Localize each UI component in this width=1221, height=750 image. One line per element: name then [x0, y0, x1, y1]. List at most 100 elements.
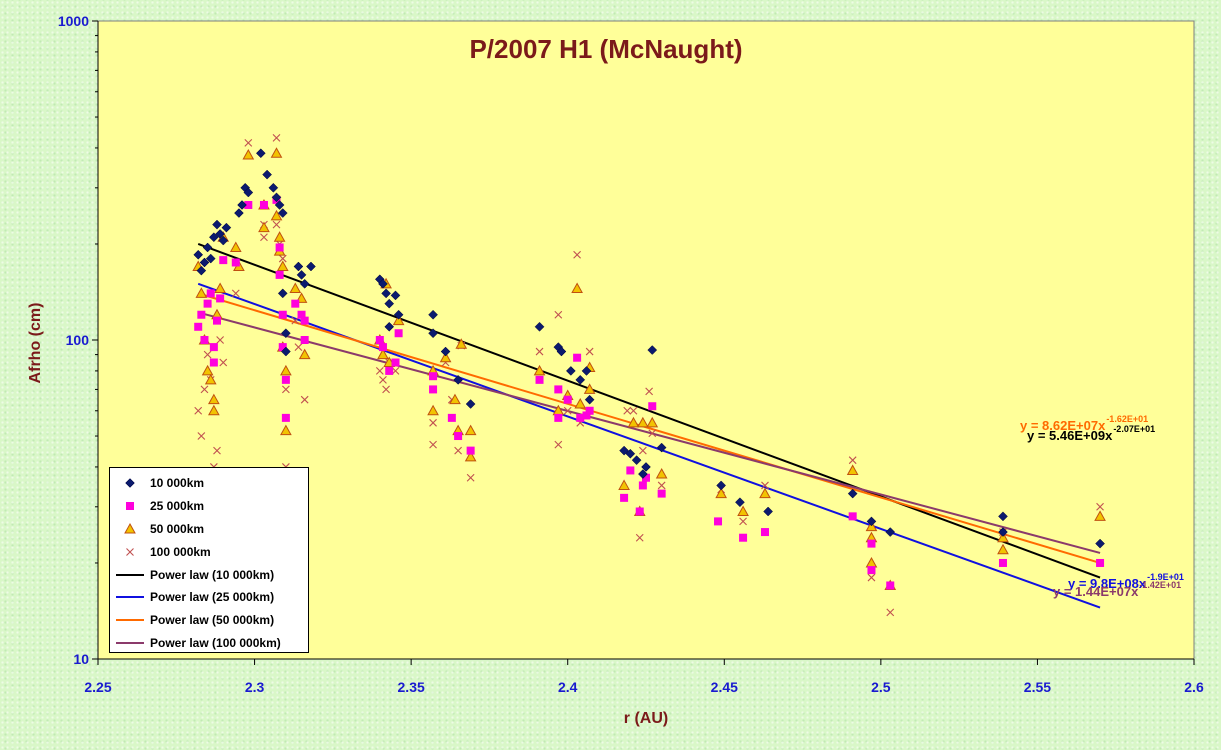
point-square: [563, 395, 572, 404]
point-triangle: [449, 393, 461, 405]
x-axis-label: r (AU): [624, 710, 668, 727]
point-diamond: [243, 187, 254, 198]
point-diamond: [277, 208, 288, 218]
point-square: [585, 406, 594, 415]
point-triangle: [583, 383, 596, 394]
point-diamond: [196, 265, 207, 276]
point-square: [576, 413, 585, 422]
point-triangle: [377, 348, 389, 360]
legend-item: Power law (50 000km): [116, 609, 308, 632]
point-diamond: [125, 478, 135, 489]
point-diamond: [440, 346, 451, 357]
point-x: [454, 446, 463, 455]
point-square: [231, 258, 240, 267]
point-x: [300, 395, 309, 404]
point-square: [375, 336, 384, 344]
point-square: [219, 256, 228, 265]
point-diamond: [218, 235, 229, 246]
point-x: [573, 250, 581, 259]
point-square: [385, 366, 394, 375]
point-diamond: [237, 200, 247, 210]
point-x: [629, 406, 638, 415]
legend-symbol: [116, 545, 144, 559]
point-square: [244, 200, 253, 209]
point-diamond: [202, 242, 213, 253]
point-x: [554, 440, 563, 449]
legend-symbol: [116, 636, 144, 650]
point-diamond: [384, 321, 395, 332]
point-diamond: [215, 229, 225, 239]
point-x: [638, 446, 647, 455]
point-triangle: [646, 416, 659, 428]
point-square: [848, 512, 857, 521]
y-tick-label: 1000: [58, 13, 89, 29]
legend-symbol: [116, 568, 144, 582]
point-diamond: [281, 328, 291, 339]
point-diamond: [428, 309, 438, 320]
point-diamond: [271, 192, 282, 203]
point-square: [197, 310, 206, 319]
point-square: [275, 243, 284, 252]
point-diamond: [465, 399, 476, 409]
point-triangle: [195, 287, 208, 298]
point-square: [447, 413, 456, 422]
point-square: [626, 466, 635, 475]
legend-label: Power law (100 000km): [150, 635, 281, 650]
point-diamond: [763, 506, 773, 517]
point-triangle: [533, 364, 546, 376]
point-diamond: [647, 345, 658, 355]
point-diamond: [735, 497, 745, 508]
point-diamond: [453, 375, 463, 385]
point-square: [554, 413, 563, 422]
point-triangle: [846, 464, 859, 475]
point-diamond: [255, 148, 266, 159]
x-tick-label: 2.6: [1184, 679, 1204, 695]
point-diamond: [281, 346, 291, 357]
point-square: [212, 316, 221, 325]
point-square: [582, 411, 591, 420]
point-diamond: [656, 442, 667, 453]
point-square: [638, 481, 647, 490]
point-square: [648, 402, 657, 411]
point-diamond: [393, 309, 404, 320]
point-x: [848, 456, 857, 465]
y-tick-label: 100: [66, 332, 90, 348]
point-triangle: [276, 260, 289, 271]
legend-label: 25 000km: [150, 499, 205, 514]
point-square: [886, 581, 895, 590]
trendline-group: [197, 243, 1101, 609]
point-triangle: [258, 221, 270, 233]
point-diamond: [998, 527, 1008, 537]
point-triangle: [997, 531, 1009, 543]
point-square: [554, 385, 563, 394]
point-diamond: [556, 346, 567, 357]
legend-label: 50 000km: [150, 521, 205, 536]
point-square: [209, 358, 218, 367]
point-diamond: [716, 480, 727, 491]
point-triangle: [124, 522, 136, 534]
trend-exponent-label: -2.07E+01: [1113, 424, 1155, 434]
point-triangle: [574, 397, 587, 409]
equation-labels-group: y = 5.46E+09x -2.07E+01 y = 9.8E+08x -1.9E+…: [1020, 414, 1184, 599]
point-diamond: [262, 169, 272, 180]
point-x: [648, 429, 657, 438]
point-x: [194, 406, 203, 415]
point-x: [657, 481, 666, 490]
point-x: [585, 347, 594, 356]
point-diamond: [866, 516, 877, 527]
point-triangle: [715, 487, 728, 499]
point-x: [244, 138, 253, 147]
point-triangle: [455, 338, 468, 349]
point-diamond: [378, 278, 388, 289]
trend-equation-label: y = 1.44E+07x: [1053, 584, 1139, 599]
point-triangle: [280, 364, 292, 376]
legend: 10 000km 25 000km 50 000km 100 000km Power l…: [109, 467, 309, 653]
point-square: [635, 507, 644, 516]
point-x: [281, 385, 290, 394]
point-diamond: [384, 298, 395, 309]
point-triangle: [737, 505, 749, 516]
x-tick-label: 2.45: [711, 679, 738, 695]
trend-equation-label: y = 5.46E+09x: [1027, 428, 1113, 443]
point-square: [867, 566, 876, 575]
x-tick-label: 2.55: [1024, 679, 1051, 695]
